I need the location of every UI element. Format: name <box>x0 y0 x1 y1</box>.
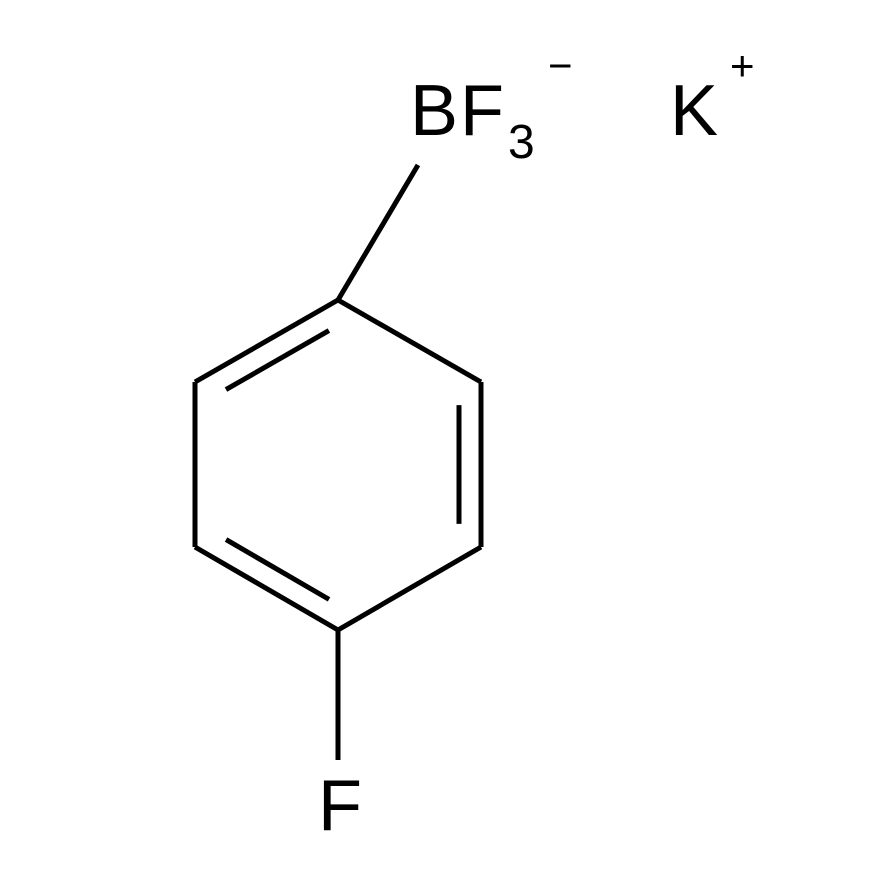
bf3-anion-label: B <box>410 71 458 151</box>
chemical-structure: BF3−K+F <box>0 0 890 890</box>
potassium-cation-label: + <box>730 42 755 89</box>
potassium-cation-label: K <box>670 71 718 151</box>
bf3-anion-label: 3 <box>508 116 535 169</box>
bf3-anion-label: F <box>460 71 504 151</box>
fluorine-label: F <box>318 766 362 846</box>
bf3-anion-label: − <box>548 42 573 89</box>
